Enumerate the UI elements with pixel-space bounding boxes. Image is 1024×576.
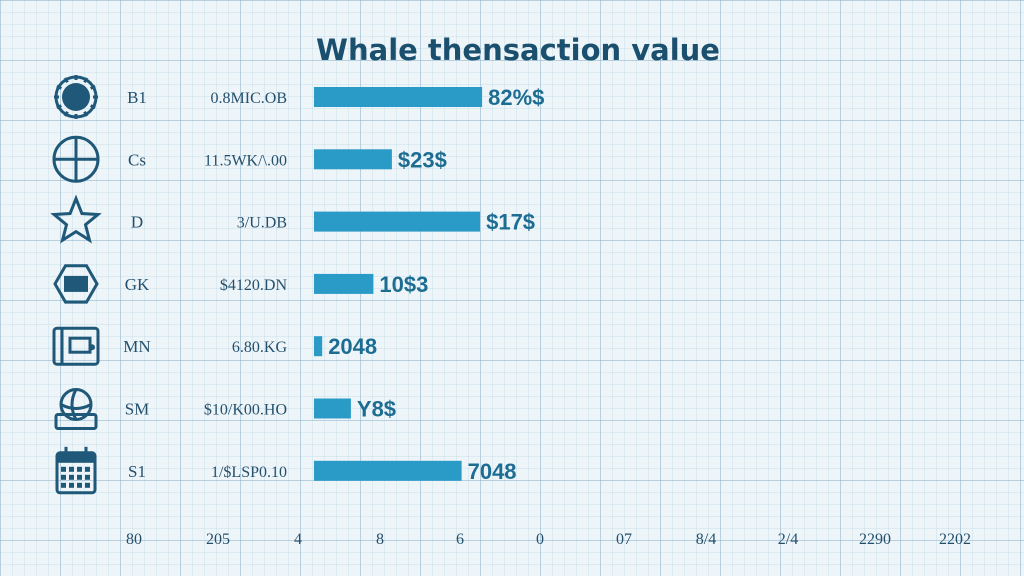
globe-basket-icon [54, 388, 98, 430]
row-category-label: SM [125, 400, 150, 419]
x-axis-ticks: 80 205 4 8 6 0 07 8/4 2/4 2290 2202 [126, 531, 971, 548]
bar-value-label: 7048 [468, 459, 517, 484]
x-tick-label: 2202 [939, 531, 971, 548]
bar-value-label: $17$ [486, 210, 535, 235]
row-category-label: MN [123, 337, 150, 356]
coin-icon [54, 75, 98, 119]
x-tick-label: 2/4 [778, 531, 798, 548]
row-category-label: GK [125, 275, 150, 294]
x-tick-label: 2290 [859, 531, 891, 548]
row-amount-label: $4120.DN [220, 277, 288, 294]
row-category-label: S1 [128, 462, 146, 481]
hexagon-token-icon [53, 264, 99, 304]
bar-value-label: 82%$ [488, 85, 544, 110]
row-category-label: B1 [127, 88, 147, 107]
bar [314, 273, 374, 294]
x-tick-label: 8/4 [696, 531, 716, 548]
crosshair-icon [52, 135, 100, 183]
row-amount-label: 0.8MIC.OB [211, 90, 287, 107]
chart-title: Whale thensaction value [316, 33, 720, 67]
x-tick-label: 07 [616, 531, 632, 548]
bar [314, 149, 392, 170]
row-icons [50, 75, 102, 495]
row-amount-label: 6.80.KG [232, 339, 288, 356]
row-category-label: D [131, 213, 143, 232]
x-tick-label: 8 [376, 531, 384, 548]
bar-value-label: 2048 [328, 334, 377, 359]
bar [314, 211, 481, 232]
x-tick-label: 0 [536, 531, 544, 548]
x-tick-label: 205 [206, 531, 230, 548]
row-amount-label: 11.5WK/\.00 [204, 152, 287, 169]
bar-value-label: 10$3 [379, 272, 428, 297]
x-tick-label: 6 [456, 531, 464, 548]
bar [314, 336, 323, 357]
star-icon [50, 194, 102, 244]
bar-value-label: $23$ [398, 147, 447, 172]
bar [314, 398, 351, 419]
x-tick-label: 4 [294, 531, 302, 548]
x-tick-label: 80 [126, 531, 142, 548]
bar [314, 460, 462, 481]
row-amount-label: 3/U.DB [237, 215, 287, 232]
row-amount-label: $10/K00.HO [204, 402, 287, 419]
bar [314, 87, 483, 107]
bar-value-label: Y8$ [357, 397, 396, 422]
row-amount-label: 1/$LSP0.10 [211, 464, 287, 481]
row-category-label: Cs [128, 150, 146, 169]
chart-rows: B1 0.8MIC.OB 82%$ Cs 11.5WK/\.00 $23$ D 3/U.DB $… [123, 85, 544, 484]
wallet-icon [52, 326, 100, 366]
calendar-icon [55, 446, 97, 495]
